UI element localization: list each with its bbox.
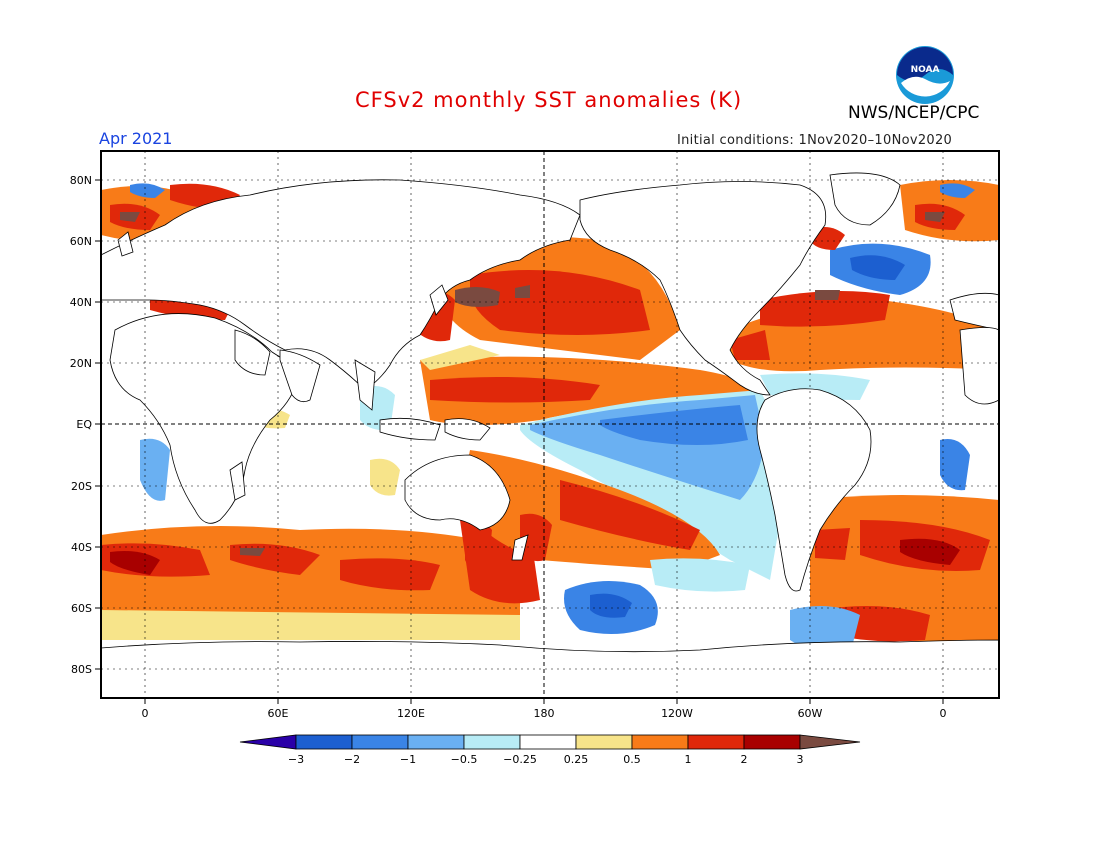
longitude-label: 120E (397, 707, 425, 720)
continents (101, 172, 999, 698)
colorbar-label: 1 (685, 753, 692, 766)
colorbar (239, 734, 861, 750)
colorbar-label: −0.25 (503, 753, 537, 766)
latitude-label: 40S (71, 541, 92, 554)
colorbar-segment (575, 734, 633, 750)
colorbar-segment (519, 734, 577, 750)
colorbar-label: 0.5 (623, 753, 641, 766)
colorbar-label: −0.5 (451, 753, 478, 766)
svg-text:NOAA: NOAA (911, 65, 940, 75)
colorbar-label: 3 (797, 753, 804, 766)
longitude-label: 60W (798, 707, 823, 720)
colorbar-label: −2 (344, 753, 360, 766)
colorbar-segment (463, 734, 521, 750)
graticule (95, 151, 999, 704)
anomaly-field (101, 180, 999, 656)
initial-conditions: Initial conditions: 1Nov2020–10Nov2020 (677, 133, 953, 148)
latitude-label: 60S (71, 602, 92, 615)
longitude-labels: 0 60E 120E 180 120W 60W 0 (142, 707, 947, 720)
colorbar-label: 2 (741, 753, 748, 766)
latitude-labels: 80N 60N 40N 20N EQ 20S 40S 60S 80S (70, 174, 93, 676)
latitude-label: EQ (76, 418, 92, 431)
latitude-label: 40N (70, 296, 92, 309)
colorbar-segment (687, 734, 745, 750)
colorbar-labels: −3 −2 −1 −0.5 −0.25 0.25 0.5 1 2 3 (288, 753, 804, 766)
colorbar-segment (407, 734, 465, 750)
organization-label: NWS/NCEP/CPC (848, 103, 980, 123)
colorbar-label: −3 (288, 753, 304, 766)
latitude-label: 20N (70, 357, 92, 370)
latitude-label: 80N (70, 174, 92, 187)
longitude-label: 180 (534, 707, 555, 720)
forecast-month: Apr 2021 (99, 129, 173, 148)
latitude-label: 20S (71, 480, 92, 493)
longitude-label: 60E (268, 707, 289, 720)
colorbar-segment (631, 734, 689, 750)
colorbar-min-arrow (239, 734, 297, 750)
longitude-label: 120W (661, 707, 693, 720)
latitude-label: 80S (71, 663, 92, 676)
noaa-logo-icon: NOAA (896, 46, 954, 104)
colorbar-label: −1 (400, 753, 416, 766)
longitude-label: 0 (940, 707, 947, 720)
colorbar-label: 0.25 (564, 753, 589, 766)
map-title: CFSv2 monthly SST anomalies (K) (355, 88, 743, 112)
latitude-label: 60N (70, 235, 92, 248)
colorbar-segment (743, 734, 801, 750)
longitude-label: 0 (142, 707, 149, 720)
colorbar-max-arrow (799, 734, 861, 750)
colorbar-segment (351, 734, 409, 750)
colorbar-segment (295, 734, 353, 750)
